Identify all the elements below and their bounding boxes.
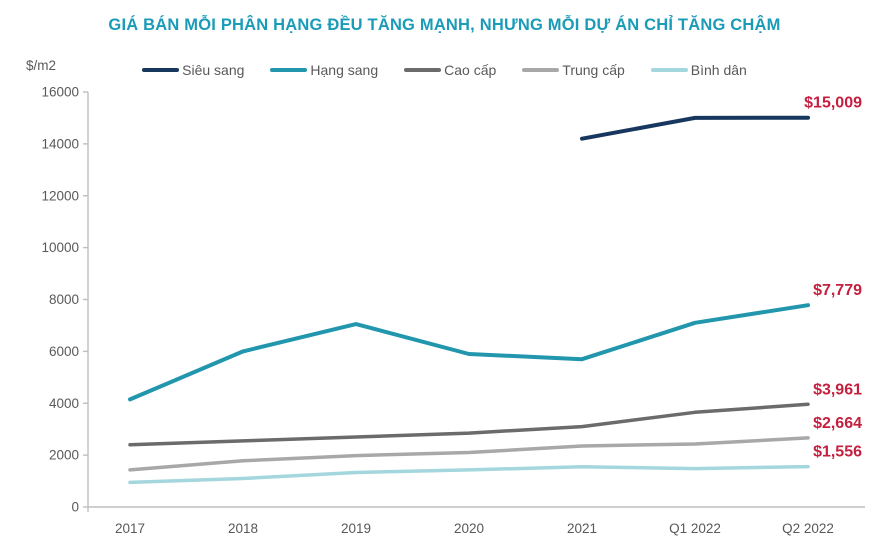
legend-label: Bình dân [690, 62, 747, 78]
series-line-1 [128, 303, 810, 402]
legend-swatch-icon [270, 68, 308, 72]
series-line-4 [128, 464, 810, 485]
y-axis-unit-label: $/m2 [26, 58, 56, 73]
legend-label: Trung cấp [562, 62, 625, 78]
x-tick-label: 2018 [228, 521, 258, 536]
x-tick-label: Q2 2022 [782, 521, 834, 536]
legend-swatch-icon [650, 68, 688, 72]
x-tick-label: 2021 [567, 521, 597, 536]
legend-label: Siêu sang [182, 62, 245, 78]
y-tick-label: 2000 [49, 448, 79, 463]
y-tick-label: 4000 [49, 396, 79, 411]
legend-label: Cao cấp [444, 62, 497, 78]
series-end-label-2: $3,961 [813, 381, 862, 398]
series-end-label-4: $1,556 [813, 444, 862, 461]
x-tick-label: 2020 [454, 521, 484, 536]
legend-swatch-icon [404, 68, 442, 72]
legend: Siêu sang Hạng sang Cao cấp Trung cấp Bình d… [0, 62, 889, 78]
series-end-label-0: $15,009 [804, 95, 862, 112]
series-line-2 [128, 402, 810, 447]
legend-swatch-icon [522, 68, 560, 72]
legend-item-3: Trung cấp [522, 62, 625, 78]
y-tick-label: 10000 [41, 240, 79, 255]
legend-item-0: Siêu sang [142, 62, 244, 78]
series-end-label-1: $7,779 [813, 282, 862, 299]
legend-label: Hạng sang [310, 62, 379, 78]
series-end-label-3: $2,664 [813, 415, 862, 432]
y-tick-label: 16000 [41, 85, 79, 100]
legend-item-1: Hạng sang [270, 62, 378, 78]
legend-swatch-icon [142, 68, 180, 72]
x-tick-label: 2019 [341, 521, 371, 536]
y-tick-label: 14000 [41, 136, 79, 151]
series-line-3 [128, 436, 810, 472]
x-tick-label: 2017 [115, 521, 145, 536]
legend-item-2: Cao cấp [404, 62, 496, 78]
y-tick-label: 0 [71, 500, 79, 515]
y-tick-label: 8000 [49, 292, 79, 307]
legend-item-4: Bình dân [650, 62, 747, 78]
x-tick-label: Q1 2022 [669, 521, 721, 536]
y-tick-label: 12000 [41, 188, 79, 203]
y-tick-label: 6000 [49, 344, 79, 359]
chart-title: GIÁ BÁN MỖI PHÂN HẠNG ĐỀU TĂNG MẠNH, NHƯ… [108, 16, 781, 34]
series-line-0 [580, 115, 810, 141]
